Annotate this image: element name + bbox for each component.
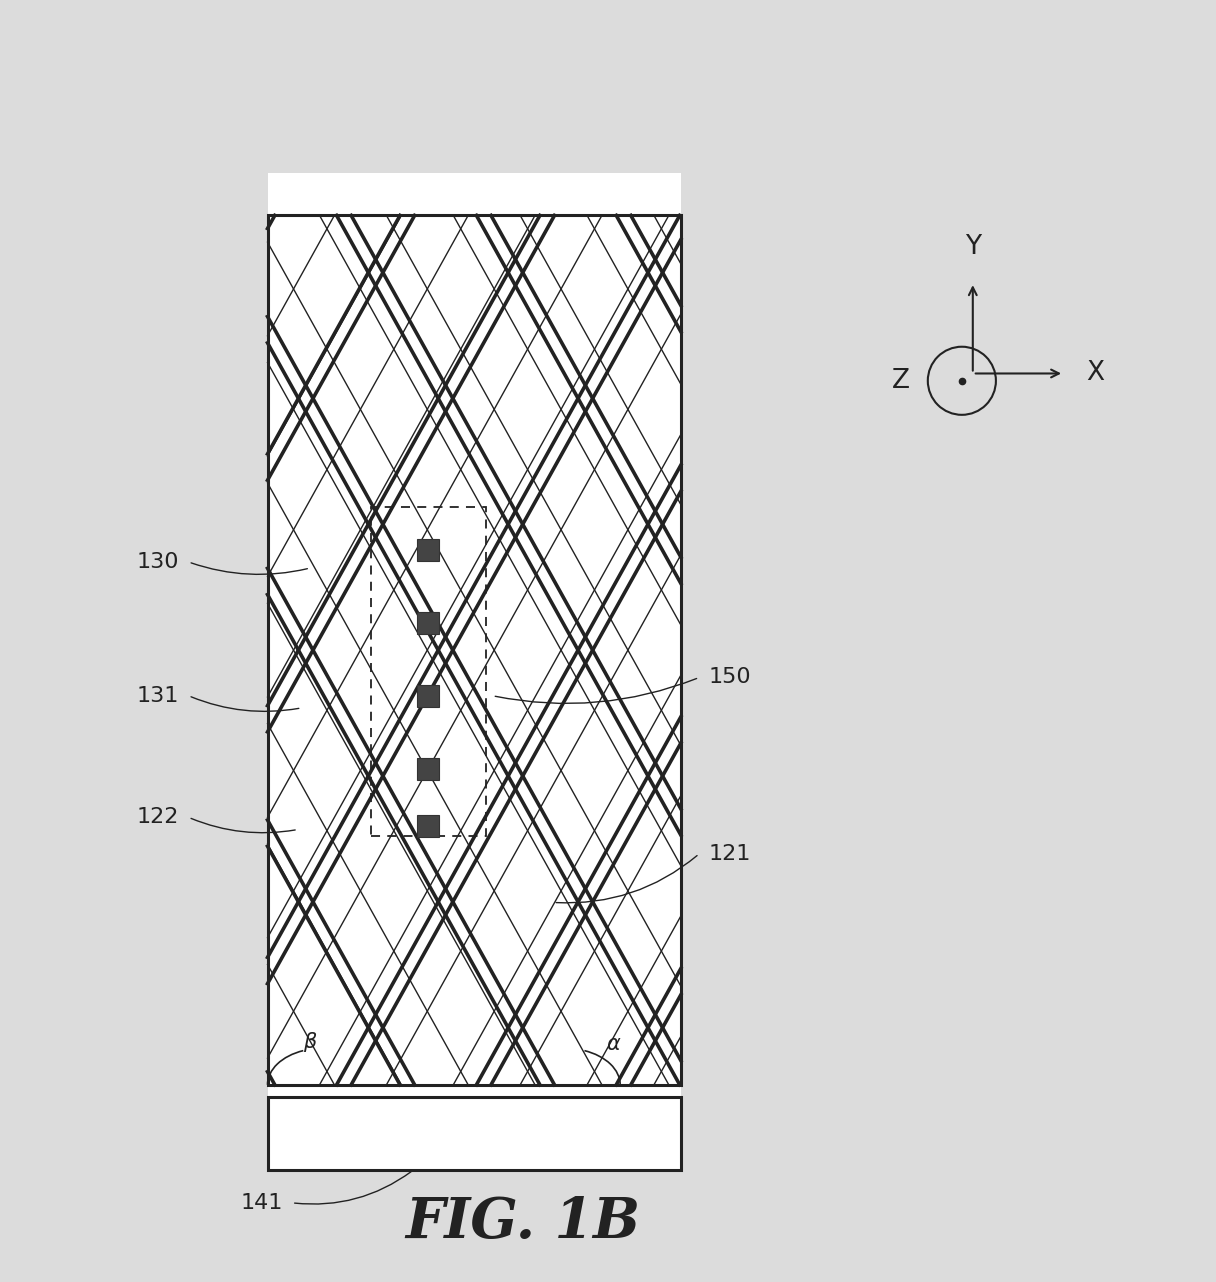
Text: X: X: [1086, 360, 1104, 386]
Bar: [417, 612, 439, 633]
Text: FIG. 1B: FIG. 1B: [405, 1195, 641, 1250]
Bar: [371, 508, 486, 836]
Bar: [268, 173, 681, 1170]
Bar: [268, 215, 681, 1085]
Text: 150: 150: [708, 668, 751, 687]
Bar: [417, 758, 439, 779]
Text: 121: 121: [709, 844, 750, 864]
Text: 141: 141: [241, 1192, 282, 1213]
Text: $\alpha$: $\alpha$: [607, 1035, 621, 1054]
Text: $\beta$: $\beta$: [303, 1031, 317, 1054]
Bar: [417, 815, 439, 837]
Text: Z: Z: [891, 368, 910, 394]
Text: 122: 122: [137, 808, 179, 827]
Text: 130: 130: [137, 553, 179, 572]
Bar: [268, 1097, 681, 1170]
Bar: [417, 538, 439, 560]
Text: 131: 131: [137, 686, 179, 705]
Bar: [417, 685, 439, 706]
Text: Y: Y: [964, 235, 981, 260]
